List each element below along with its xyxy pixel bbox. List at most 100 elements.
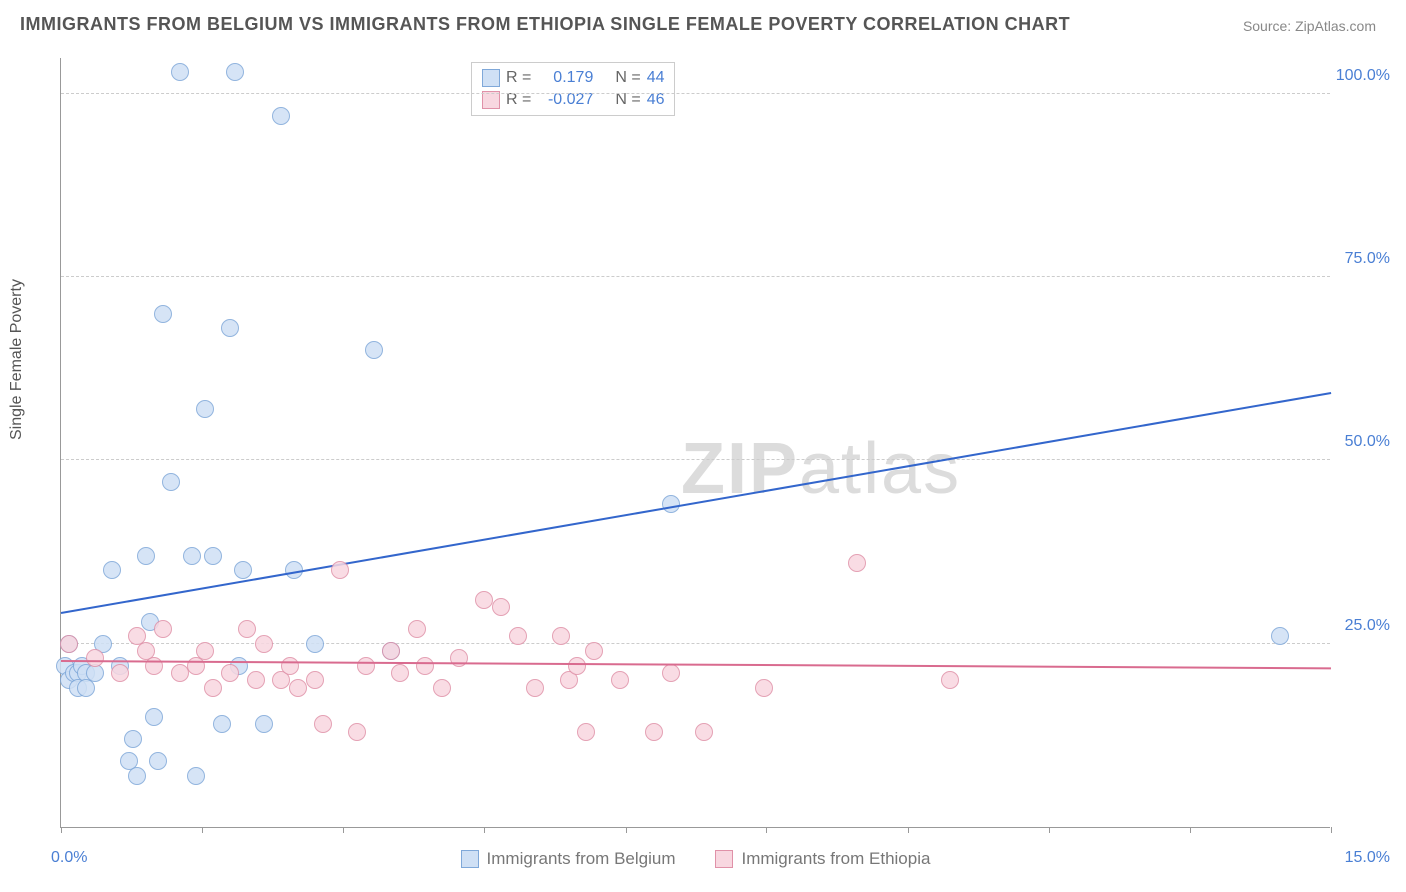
gridline bbox=[61, 459, 1330, 460]
data-point bbox=[585, 642, 603, 660]
data-point bbox=[357, 657, 375, 675]
swatch-belgium-icon bbox=[461, 850, 479, 868]
data-point bbox=[183, 547, 201, 565]
x-tick bbox=[908, 827, 909, 833]
data-point bbox=[331, 561, 349, 579]
data-point bbox=[145, 657, 163, 675]
data-point bbox=[86, 649, 104, 667]
data-point bbox=[204, 547, 222, 565]
data-point bbox=[171, 63, 189, 81]
swatch-ethiopia bbox=[482, 91, 500, 109]
data-point bbox=[60, 635, 78, 653]
data-point bbox=[221, 319, 239, 337]
data-point bbox=[111, 664, 129, 682]
data-point bbox=[662, 664, 680, 682]
data-point bbox=[187, 767, 205, 785]
data-point bbox=[416, 657, 434, 675]
r-value-belgium: 0.179 bbox=[537, 67, 593, 89]
data-point bbox=[213, 715, 231, 733]
data-point bbox=[145, 708, 163, 726]
data-point bbox=[281, 657, 299, 675]
x-tick bbox=[1331, 827, 1332, 833]
data-point bbox=[306, 671, 324, 689]
data-point bbox=[171, 664, 189, 682]
source-attribution: Source: ZipAtlas.com bbox=[1243, 18, 1376, 34]
x-tick bbox=[1049, 827, 1050, 833]
x-tick bbox=[484, 827, 485, 833]
swatch-belgium bbox=[482, 69, 500, 87]
data-point bbox=[433, 679, 451, 697]
data-point bbox=[247, 671, 265, 689]
x-tick bbox=[1190, 827, 1191, 833]
data-point bbox=[255, 635, 273, 653]
data-point bbox=[128, 767, 146, 785]
legend-row-belgium: R = 0.179 N = 44 bbox=[482, 67, 664, 89]
data-point bbox=[103, 561, 121, 579]
data-point bbox=[941, 671, 959, 689]
x-tick bbox=[766, 827, 767, 833]
gridline bbox=[61, 643, 1330, 644]
data-point bbox=[221, 664, 239, 682]
y-tick-label: 50.0% bbox=[1345, 433, 1390, 451]
trend-line bbox=[61, 660, 1331, 669]
x-tick bbox=[343, 827, 344, 833]
plot-area: ZIPatlas R = 0.179 N = 44 R = -0.027 N =… bbox=[60, 58, 1330, 828]
series-legend: Immigrants from Belgium Immigrants from … bbox=[61, 849, 1330, 869]
data-point bbox=[695, 723, 713, 741]
data-point bbox=[124, 730, 142, 748]
data-point bbox=[526, 679, 544, 697]
watermark-bold: ZIP bbox=[681, 429, 799, 509]
y-axis-label: Single Female Poverty bbox=[8, 279, 26, 440]
data-point bbox=[196, 400, 214, 418]
data-point bbox=[238, 620, 256, 638]
r-label: R = bbox=[506, 67, 531, 89]
data-point bbox=[289, 679, 307, 697]
x-tick bbox=[61, 827, 62, 833]
data-point bbox=[204, 679, 222, 697]
data-point bbox=[1271, 627, 1289, 645]
data-point bbox=[552, 627, 570, 645]
y-tick-label: 100.0% bbox=[1336, 67, 1390, 85]
data-point bbox=[568, 657, 586, 675]
data-point bbox=[137, 547, 155, 565]
data-point bbox=[154, 305, 172, 323]
data-point bbox=[645, 723, 663, 741]
data-point bbox=[408, 620, 426, 638]
data-point bbox=[306, 635, 324, 653]
data-point bbox=[492, 598, 510, 616]
data-point bbox=[611, 671, 629, 689]
n-value-belgium: 44 bbox=[647, 67, 665, 89]
data-point bbox=[509, 627, 527, 645]
y-tick-label: 75.0% bbox=[1345, 250, 1390, 268]
data-point bbox=[154, 620, 172, 638]
legend-item-ethiopia: Immigrants from Ethiopia bbox=[715, 849, 930, 869]
legend-item-belgium: Immigrants from Belgium bbox=[461, 849, 676, 869]
legend-label-belgium: Immigrants from Belgium bbox=[487, 849, 676, 869]
legend-label-ethiopia: Immigrants from Ethiopia bbox=[741, 849, 930, 869]
data-point bbox=[272, 107, 290, 125]
data-point bbox=[577, 723, 595, 741]
gridline bbox=[61, 93, 1330, 94]
x-tick bbox=[202, 827, 203, 833]
data-point bbox=[450, 649, 468, 667]
data-point bbox=[196, 642, 214, 660]
data-point bbox=[314, 715, 332, 733]
chart-title: IMMIGRANTS FROM BELGIUM VS IMMIGRANTS FR… bbox=[20, 14, 1070, 35]
data-point bbox=[848, 554, 866, 572]
data-point bbox=[755, 679, 773, 697]
data-point bbox=[475, 591, 493, 609]
x-axis-max-label: 15.0% bbox=[1345, 849, 1390, 867]
data-point bbox=[391, 664, 409, 682]
x-tick bbox=[626, 827, 627, 833]
swatch-ethiopia-icon bbox=[715, 850, 733, 868]
n-label: N = bbox=[615, 67, 640, 89]
data-point bbox=[234, 561, 252, 579]
x-axis-min-label: 0.0% bbox=[51, 849, 87, 867]
data-point bbox=[255, 715, 273, 733]
y-tick-label: 25.0% bbox=[1345, 617, 1390, 635]
data-point bbox=[226, 63, 244, 81]
data-point bbox=[149, 752, 167, 770]
correlation-legend: R = 0.179 N = 44 R = -0.027 N = 46 bbox=[471, 62, 675, 116]
data-point bbox=[348, 723, 366, 741]
trend-line bbox=[61, 392, 1331, 614]
